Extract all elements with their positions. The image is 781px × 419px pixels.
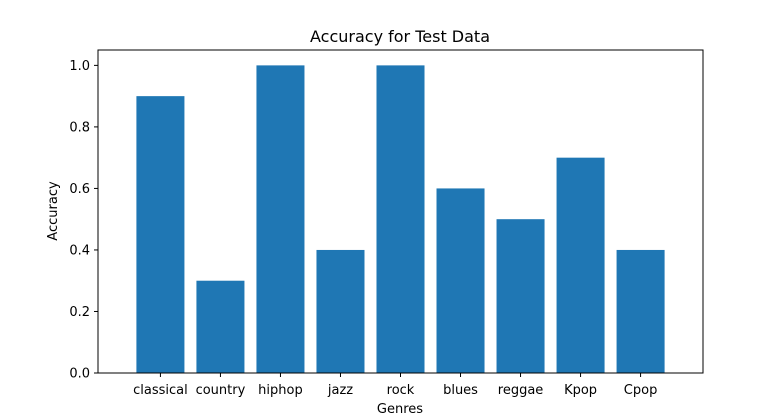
y-tick-label-0.2: 0.2 xyxy=(69,305,90,320)
bar-hiphop xyxy=(256,65,305,373)
bar-reggae xyxy=(496,219,545,373)
y-axis-ticks: 0.0 0.2 0.4 0.6 0.8 1.0 xyxy=(69,59,98,382)
bar-blues xyxy=(436,188,485,373)
x-axis-label: Genres xyxy=(377,402,423,417)
bar-classical xyxy=(136,96,185,373)
bar-jazz xyxy=(316,249,365,373)
y-tick-label-0.0: 0.0 xyxy=(69,367,90,382)
x-tick-label-country: country xyxy=(196,383,246,398)
x-tick-label-reggae: reggae xyxy=(498,383,544,398)
y-axis-label: Accuracy xyxy=(46,181,61,241)
x-tick-label-classical: classical xyxy=(133,383,188,398)
y-tick-label-1.0: 1.0 xyxy=(69,59,90,74)
x-tick-label-jazz: jazz xyxy=(327,383,353,398)
x-axis-ticks: classical country hiphop jazz rock blues regga… xyxy=(133,373,657,398)
bar-kpop xyxy=(556,157,605,373)
x-tick-label-kpop: Kpop xyxy=(564,383,597,398)
x-tick-label-hiphop: hiphop xyxy=(258,383,303,398)
y-tick-label-0.4: 0.4 xyxy=(69,243,90,258)
bar-country xyxy=(196,280,245,373)
plot-area-frame xyxy=(97,49,704,374)
x-tick-label-blues: blues xyxy=(443,383,478,398)
x-tick-label-rock: rock xyxy=(387,383,415,398)
x-tick-label-cpop: Cpop xyxy=(624,383,658,398)
bar-cpop xyxy=(616,249,665,373)
bars-group xyxy=(136,65,665,373)
chart-title: Accuracy for Test Data xyxy=(310,27,490,46)
y-tick-label-0.6: 0.6 xyxy=(69,182,90,197)
bar-rock xyxy=(376,65,425,373)
y-tick-label-0.8: 0.8 xyxy=(69,120,90,135)
